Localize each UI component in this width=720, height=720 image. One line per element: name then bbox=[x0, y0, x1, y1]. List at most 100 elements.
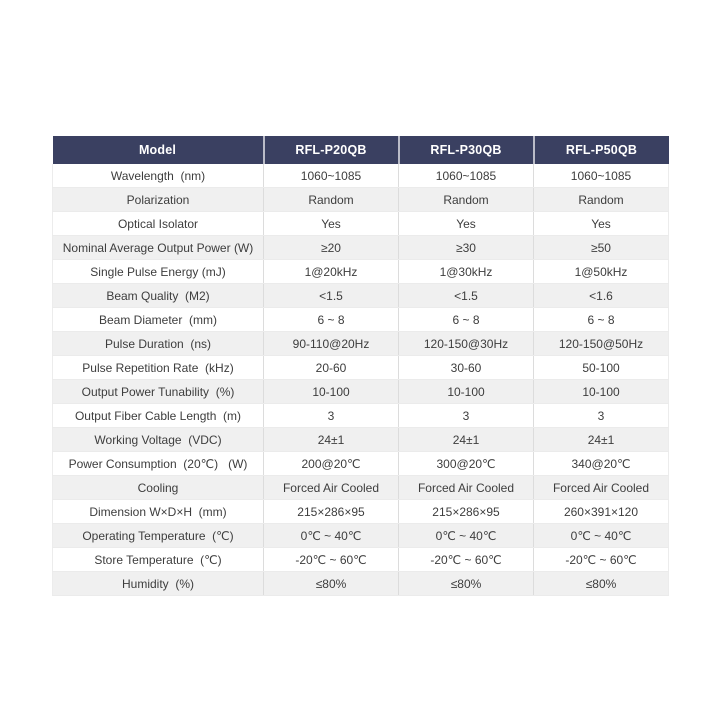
spec-value: ≤80% bbox=[263, 571, 399, 596]
spec-value: Yes bbox=[533, 211, 669, 236]
spec-value: -20℃ ~ 60℃ bbox=[263, 547, 399, 572]
spec-value: 1@20kHz bbox=[263, 259, 399, 284]
spec-value: 0℃ ~ 40℃ bbox=[263, 523, 399, 548]
spec-value: 10-100 bbox=[398, 379, 534, 404]
spec-label: Pulse Repetition Rate (kHz) bbox=[52, 355, 264, 380]
table-row: Dimension W×D×H (mm) 215×286×95 215×286×… bbox=[52, 499, 669, 524]
spec-value: 3 bbox=[263, 403, 399, 428]
spec-label: Beam Diameter (mm) bbox=[52, 307, 264, 332]
spec-value: Yes bbox=[263, 211, 399, 236]
spec-value: 1@30kHz bbox=[398, 259, 534, 284]
spec-value: 120-150@30Hz bbox=[398, 331, 534, 356]
spec-value: 215×286×95 bbox=[263, 499, 399, 524]
spec-label: Wavelength (nm) bbox=[52, 164, 264, 188]
spec-value: Yes bbox=[398, 211, 534, 236]
spec-label: Humidity (%) bbox=[52, 571, 264, 596]
spec-value: 6 ~ 8 bbox=[398, 307, 534, 332]
spec-value: 260×391×120 bbox=[533, 499, 669, 524]
spec-label: Power Consumption (20℃) (W) bbox=[52, 451, 264, 476]
spec-value: Forced Air Cooled bbox=[263, 475, 399, 500]
spec-value: Random bbox=[263, 187, 399, 212]
spec-value: ≥30 bbox=[398, 235, 534, 260]
spec-value: 1@50kHz bbox=[533, 259, 669, 284]
spec-value: <1.5 bbox=[398, 283, 534, 308]
spec-value: 24±1 bbox=[263, 427, 399, 452]
header-cell-rfl-p20qb: RFL-P20QB bbox=[262, 136, 399, 164]
spec-value: <1.5 bbox=[263, 283, 399, 308]
spec-value: 0℃ ~ 40℃ bbox=[398, 523, 534, 548]
header-cell-model: Model bbox=[52, 136, 264, 164]
spec-label: Output Fiber Cable Length (m) bbox=[52, 403, 264, 428]
spec-value: 300@20℃ bbox=[398, 451, 534, 476]
spec-value: 10-100 bbox=[533, 379, 669, 404]
spec-value: ≤80% bbox=[533, 571, 669, 596]
spec-value: 24±1 bbox=[533, 427, 669, 452]
table-row: Beam Diameter (mm) 6 ~ 8 6 ~ 8 6 ~ 8 bbox=[52, 307, 669, 332]
spec-value: 6 ~ 8 bbox=[533, 307, 669, 332]
table-row: Pulse Repetition Rate (kHz) 20-60 30-60 … bbox=[52, 355, 669, 380]
table-row: Store Temperature (℃) -20℃ ~ 60℃ -20℃ ~ … bbox=[52, 547, 669, 572]
table-body: Wavelength (nm) 1060~1085 1060~1085 1060… bbox=[52, 164, 669, 596]
table-row: Nominal Average Output Power (W) ≥20 ≥30… bbox=[52, 235, 669, 260]
product-spec-table: Model RFL-P20QB RFL-P30QB RFL-P50QB Wave… bbox=[52, 136, 669, 596]
header-row: Model RFL-P20QB RFL-P30QB RFL-P50QB bbox=[52, 136, 669, 164]
spec-label: Single Pulse Energy (mJ) bbox=[52, 259, 264, 284]
spec-value: Forced Air Cooled bbox=[533, 475, 669, 500]
spec-value: 120-150@50Hz bbox=[533, 331, 669, 356]
spec-value: 90-110@20Hz bbox=[263, 331, 399, 356]
spec-value: 215×286×95 bbox=[398, 499, 534, 524]
spec-value: <1.6 bbox=[533, 283, 669, 308]
spec-value: 340@20℃ bbox=[533, 451, 669, 476]
spec-label: Working Voltage (VDC) bbox=[52, 427, 264, 452]
spec-value: Random bbox=[398, 187, 534, 212]
spec-value: 200@20℃ bbox=[263, 451, 399, 476]
header-cell-rfl-p30qb: RFL-P30QB bbox=[397, 136, 534, 164]
spec-value: 3 bbox=[533, 403, 669, 428]
spec-label: Operating Temperature (℃) bbox=[52, 523, 264, 548]
spec-value: ≥50 bbox=[533, 235, 669, 260]
spec-value: Forced Air Cooled bbox=[398, 475, 534, 500]
spec-label: Nominal Average Output Power (W) bbox=[52, 235, 264, 260]
header-cell-rfl-p50qb: RFL-P50QB bbox=[532, 136, 669, 164]
table-row: Optical Isolator Yes Yes Yes bbox=[52, 211, 669, 236]
table-row: Humidity (%) ≤80% ≤80% ≤80% bbox=[52, 571, 669, 596]
spec-value: 10-100 bbox=[263, 379, 399, 404]
table-row: Polarization Random Random Random bbox=[52, 187, 669, 212]
spec-label: Optical Isolator bbox=[52, 211, 264, 236]
spec-value: ≤80% bbox=[398, 571, 534, 596]
spec-value: 24±1 bbox=[398, 427, 534, 452]
table-row: Wavelength (nm) 1060~1085 1060~1085 1060… bbox=[52, 164, 669, 188]
spec-label: Cooling bbox=[52, 475, 264, 500]
table-row: Output Fiber Cable Length (m) 3 3 3 bbox=[52, 403, 669, 428]
spec-value: ≥20 bbox=[263, 235, 399, 260]
spec-value: -20℃ ~ 60℃ bbox=[398, 547, 534, 572]
table-header: Model RFL-P20QB RFL-P30QB RFL-P50QB bbox=[52, 136, 669, 164]
spec-table-container: Model RFL-P20QB RFL-P30QB RFL-P50QB Wave… bbox=[52, 136, 669, 596]
table-row: Single Pulse Energy (mJ) 1@20kHz 1@30kHz… bbox=[52, 259, 669, 284]
spec-value: 1060~1085 bbox=[263, 164, 399, 188]
spec-label: Dimension W×D×H (mm) bbox=[52, 499, 264, 524]
table-row: Cooling Forced Air Cooled Forced Air Coo… bbox=[52, 475, 669, 500]
spec-label: Pulse Duration (ns) bbox=[52, 331, 264, 356]
table-row: Operating Temperature (℃) 0℃ ~ 40℃ 0℃ ~ … bbox=[52, 523, 669, 548]
spec-label: Output Power Tunability (%) bbox=[52, 379, 264, 404]
spec-label: Beam Quality (M2) bbox=[52, 283, 264, 308]
table-row: Output Power Tunability (%) 10-100 10-10… bbox=[52, 379, 669, 404]
spec-value: -20℃ ~ 60℃ bbox=[533, 547, 669, 572]
spec-value: Random bbox=[533, 187, 669, 212]
spec-value: 3 bbox=[398, 403, 534, 428]
spec-value: 6 ~ 8 bbox=[263, 307, 399, 332]
table-row: Power Consumption (20℃) (W) 200@20℃ 300@… bbox=[52, 451, 669, 476]
spec-label: Store Temperature (℃) bbox=[52, 547, 264, 572]
spec-value: 0℃ ~ 40℃ bbox=[533, 523, 669, 548]
spec-label: Polarization bbox=[52, 187, 264, 212]
spec-value: 20-60 bbox=[263, 355, 399, 380]
table-row: Working Voltage (VDC) 24±1 24±1 24±1 bbox=[52, 427, 669, 452]
spec-value: 1060~1085 bbox=[398, 164, 534, 188]
table-row: Beam Quality (M2) <1.5 <1.5 <1.6 bbox=[52, 283, 669, 308]
spec-value: 1060~1085 bbox=[533, 164, 669, 188]
spec-value: 30-60 bbox=[398, 355, 534, 380]
spec-value: 50-100 bbox=[533, 355, 669, 380]
table-row: Pulse Duration (ns) 90-110@20Hz 120-150@… bbox=[52, 331, 669, 356]
